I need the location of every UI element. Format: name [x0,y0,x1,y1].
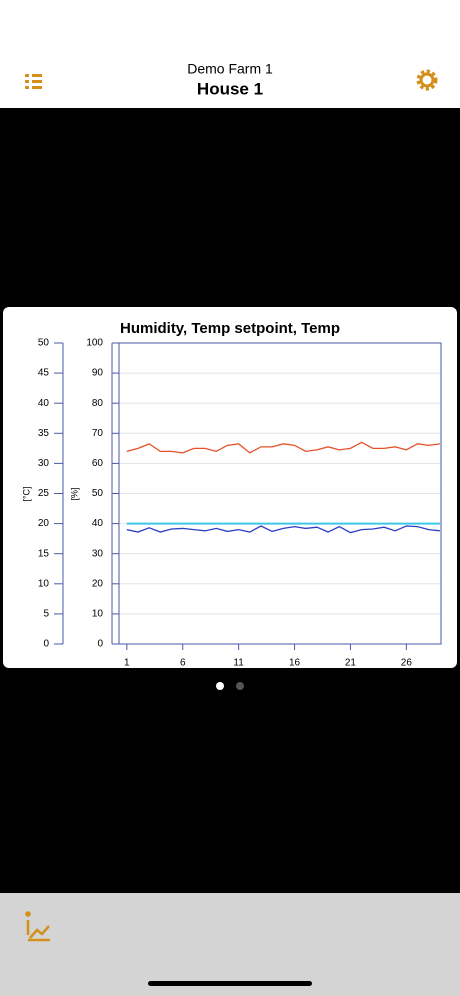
y-axis-title: [°C] [21,486,31,501]
y2-axis-title: [%] [69,487,79,500]
nav-title: House 1 [197,79,263,98]
page-dot[interactable] [236,682,244,690]
y-tick-label: 0 [43,639,49,650]
y-tick-label: 25 [38,488,50,499]
y-tick-label: 45 [38,368,50,379]
y2-tick-label: 0 [97,639,103,650]
plot-frame [118,342,442,645]
x-tick-label: 11 [233,658,244,669]
y2-tick-label: 10 [92,609,104,620]
x-tick-label: 21 [345,658,357,669]
y2-tick-label: 30 [92,548,104,559]
info-chart-button[interactable] [25,911,51,942]
y2-tick-label: 60 [92,458,104,469]
y-tick-label: 5 [43,609,49,620]
settings-button[interactable] [416,69,438,91]
y-tick-label: 35 [38,428,50,439]
series-line [126,525,440,534]
page-dot-active[interactable] [216,682,224,690]
y2-tick-label: 20 [92,578,104,589]
nav-bar [0,0,460,108]
y-tick-label: 10 [38,578,50,589]
chart-card [3,307,457,668]
chart-title: Humidity, Temp setpoint, Temp [120,320,340,337]
tab-bar [0,893,460,996]
y-tick-label: 50 [38,338,50,349]
y-tick-label: 15 [38,548,50,559]
y2-tick-label: 80 [92,398,104,409]
home-indicator [148,981,312,986]
y2-tick-label: 40 [92,518,104,529]
x-tick-label: 1 [124,658,130,669]
menu-button[interactable] [25,74,42,89]
x-tick-label: 26 [401,658,413,669]
series-line [126,441,440,454]
y-tick-label: 30 [38,458,50,469]
y2-tick-label: 50 [92,488,104,499]
y-tick-label: 40 [38,398,50,409]
y2-tick-label: 70 [92,428,104,439]
x-tick-label: 16 [289,658,301,669]
chart: 0 10 20 30 40 50 60 70 80 90 100 0 5 10 15 20 25 30 35 40 45… [21,338,442,669]
y2-tick-label: 90 [92,368,104,379]
y2-tick-label: 100 [86,338,103,349]
x-tick-label: 6 [180,658,186,669]
y-tick-label: 20 [38,518,50,529]
nav-subtitle: Demo Farm 1 [187,61,273,77]
